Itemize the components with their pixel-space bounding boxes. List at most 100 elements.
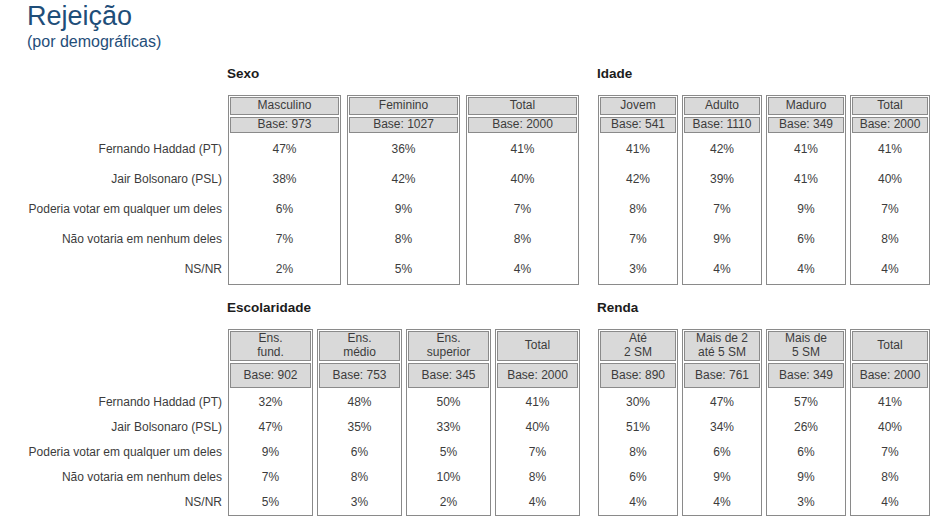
column-base-cell: Base: 1027 <box>349 117 458 133</box>
row-label: Poderia votar em qualquer um deles <box>0 439 222 464</box>
value-cell: 9% <box>767 194 845 224</box>
value-cell: 30% <box>599 389 677 414</box>
column-header-cell: Ens. fund. <box>230 331 311 361</box>
column-header-cell: Masculino <box>230 97 339 115</box>
value-cell: 8% <box>599 439 677 464</box>
value-cell: 2% <box>229 254 340 284</box>
column-body: 41%40%7%8%4% <box>851 134 929 284</box>
value-cell: 57% <box>767 389 845 414</box>
column-body: 47%34%6%9%4% <box>683 389 761 515</box>
value-cell: 40% <box>851 164 929 194</box>
value-cell: 42% <box>348 164 459 194</box>
table-column: FemininoBase: 102736%42%9%8%5% <box>347 95 460 285</box>
value-cell: 9% <box>767 465 845 490</box>
value-cell: 8% <box>851 465 929 490</box>
column-body: 57%26%6%9%3% <box>767 389 845 515</box>
value-cell: 40% <box>467 164 578 194</box>
column-body: 41%40%7%8%4% <box>851 389 929 515</box>
column-base-cell: Base: 902 <box>230 363 311 388</box>
value-cell: 6% <box>767 224 845 254</box>
value-cell: 42% <box>683 134 761 164</box>
column-body: 50%33%5%10%2% <box>407 389 490 515</box>
value-cell: 9% <box>229 439 312 464</box>
column-body: 41%42%8%7%3% <box>599 134 677 284</box>
value-cell: 9% <box>683 465 761 490</box>
value-cell: 5% <box>407 439 490 464</box>
column-body: 48%35%6%8%3% <box>318 389 401 515</box>
value-cell: 7% <box>851 194 929 224</box>
value-cell: 39% <box>683 164 761 194</box>
page-title: Rejeição <box>27 2 132 32</box>
value-cell: 4% <box>496 490 579 515</box>
value-cell: 26% <box>767 414 845 439</box>
column-header-cell: Feminino <box>349 97 458 115</box>
value-cell: 50% <box>407 389 490 414</box>
row-label: Jair Bolsonaro (PSL) <box>0 164 222 194</box>
value-cell: 41% <box>467 134 578 164</box>
column-header-cell: Total <box>497 331 578 361</box>
row-label: Não votaria em nenhum deles <box>0 465 222 490</box>
column-header-cell: Total <box>852 97 928 115</box>
value-cell: 4% <box>851 254 929 284</box>
column-header-cell: Mais de 2 até 5 SM <box>684 331 760 361</box>
column-header-cell: Total <box>852 331 928 361</box>
table-column: AdultoBase: 111042%39%7%9%4% <box>682 95 762 285</box>
value-cell: 9% <box>348 194 459 224</box>
column-header-cell: Ens. superior <box>408 331 489 361</box>
value-cell: 36% <box>348 134 459 164</box>
column-base-cell: Base: 541 <box>600 117 676 133</box>
value-cell: 5% <box>229 490 312 515</box>
row-labels: Fernando Haddad (PT)Jair Bolsonaro (PSL)… <box>0 389 222 515</box>
value-cell: 4% <box>683 490 761 515</box>
row-label: Jair Bolsonaro (PSL) <box>0 414 222 439</box>
column-header-cell: Mais de 5 SM <box>768 331 844 361</box>
value-cell: 32% <box>229 389 312 414</box>
column-base-cell: Base: 1110 <box>684 117 760 133</box>
value-cell: 6% <box>318 439 401 464</box>
column-header-cell: Jovem <box>600 97 676 115</box>
value-cell: 40% <box>496 414 579 439</box>
value-cell: 42% <box>599 164 677 194</box>
column-base-cell: Base: 973 <box>230 117 339 133</box>
value-cell: 5% <box>348 254 459 284</box>
page-subtitle: (por demográficas) <box>27 33 161 51</box>
row-label: Não votaria em nenhum deles <box>0 224 222 254</box>
section-title-escolaridade: Escolaridade <box>227 301 311 315</box>
column-body: 41%41%9%6%4% <box>767 134 845 284</box>
column-base-cell: Base: 761 <box>684 363 760 388</box>
column-header-cell: Até 2 SM <box>600 331 676 361</box>
column-header-cell: Adulto <box>684 97 760 115</box>
value-cell: 41% <box>851 389 929 414</box>
value-cell: 7% <box>229 465 312 490</box>
table-column: Mais de 5 SMBase: 34957%26%6%9%3% <box>766 329 846 516</box>
row-label: Fernando Haddad (PT) <box>0 389 222 414</box>
value-cell: 4% <box>683 254 761 284</box>
column-body: 47%38%6%7%2% <box>229 134 340 284</box>
value-cell: 10% <box>407 465 490 490</box>
value-cell: 8% <box>318 465 401 490</box>
column-base-cell: Base: 2000 <box>852 363 928 388</box>
value-cell: 8% <box>851 224 929 254</box>
value-cell: 4% <box>599 490 677 515</box>
column-body: 32%47%9%7%5% <box>229 389 312 515</box>
table-column: MaduroBase: 34941%41%9%6%4% <box>766 95 846 285</box>
column-header-cell: Maduro <box>768 97 844 115</box>
section-title-renda: Renda <box>597 301 638 315</box>
column-base-cell: Base: 2000 <box>852 117 928 133</box>
column-base-cell: Base: 753 <box>319 363 400 388</box>
column-body: 41%40%7%8%4% <box>467 134 578 284</box>
value-cell: 41% <box>599 134 677 164</box>
column-header-cell: Ens. médio <box>319 331 400 361</box>
value-cell: 41% <box>496 389 579 414</box>
column-base-cell: Base: 2000 <box>497 363 578 388</box>
value-cell: 41% <box>767 164 845 194</box>
value-cell: 7% <box>683 194 761 224</box>
slide: Rejeição (por demográficas) Fernando Had… <box>0 0 936 525</box>
row-label: Fernando Haddad (PT) <box>0 134 222 164</box>
value-cell: 7% <box>467 194 578 224</box>
value-cell: 6% <box>599 465 677 490</box>
column-body: 41%40%7%8%4% <box>496 389 579 515</box>
table-column: Masculino Base: 97347%38%6%7%2% <box>228 95 341 285</box>
row-label: NS/NR <box>0 254 222 284</box>
section-title-idade: Idade <box>597 67 632 81</box>
